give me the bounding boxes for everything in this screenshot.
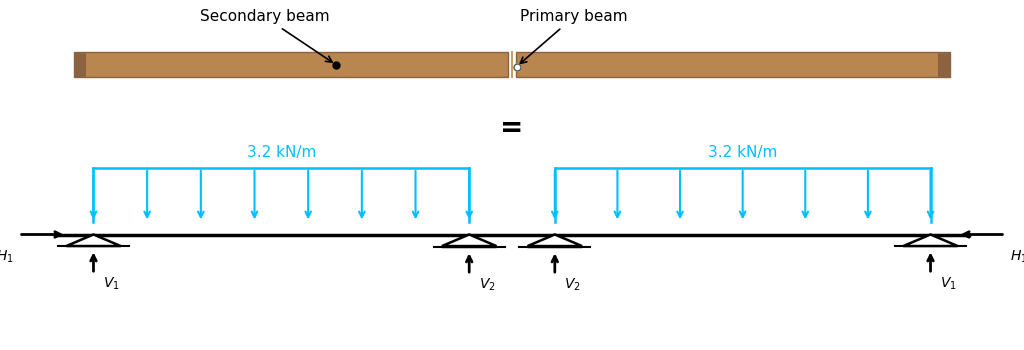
Text: $V_1$: $V_1$ (940, 276, 956, 292)
Polygon shape (903, 234, 957, 246)
Polygon shape (442, 236, 497, 247)
Text: $H_1$: $H_1$ (0, 248, 14, 265)
Bar (938, 52, 949, 77)
Bar (75, 52, 86, 77)
Polygon shape (527, 236, 582, 247)
Bar (75, 52, 508, 77)
Text: $V_1$: $V_1$ (103, 276, 120, 292)
Text: Primary beam: Primary beam (520, 9, 628, 63)
Polygon shape (67, 234, 121, 246)
Text: Secondary beam: Secondary beam (200, 9, 332, 62)
Text: $H_1$: $H_1$ (1010, 248, 1024, 265)
Text: $V_2$: $V_2$ (564, 277, 581, 293)
Text: $V_2$: $V_2$ (478, 277, 496, 293)
Polygon shape (527, 234, 582, 246)
Text: =: = (501, 114, 523, 142)
Polygon shape (442, 234, 497, 246)
Bar (516, 52, 949, 77)
Text: 3.2 kN/m: 3.2 kN/m (247, 145, 316, 160)
Text: 3.2 kN/m: 3.2 kN/m (708, 145, 777, 160)
